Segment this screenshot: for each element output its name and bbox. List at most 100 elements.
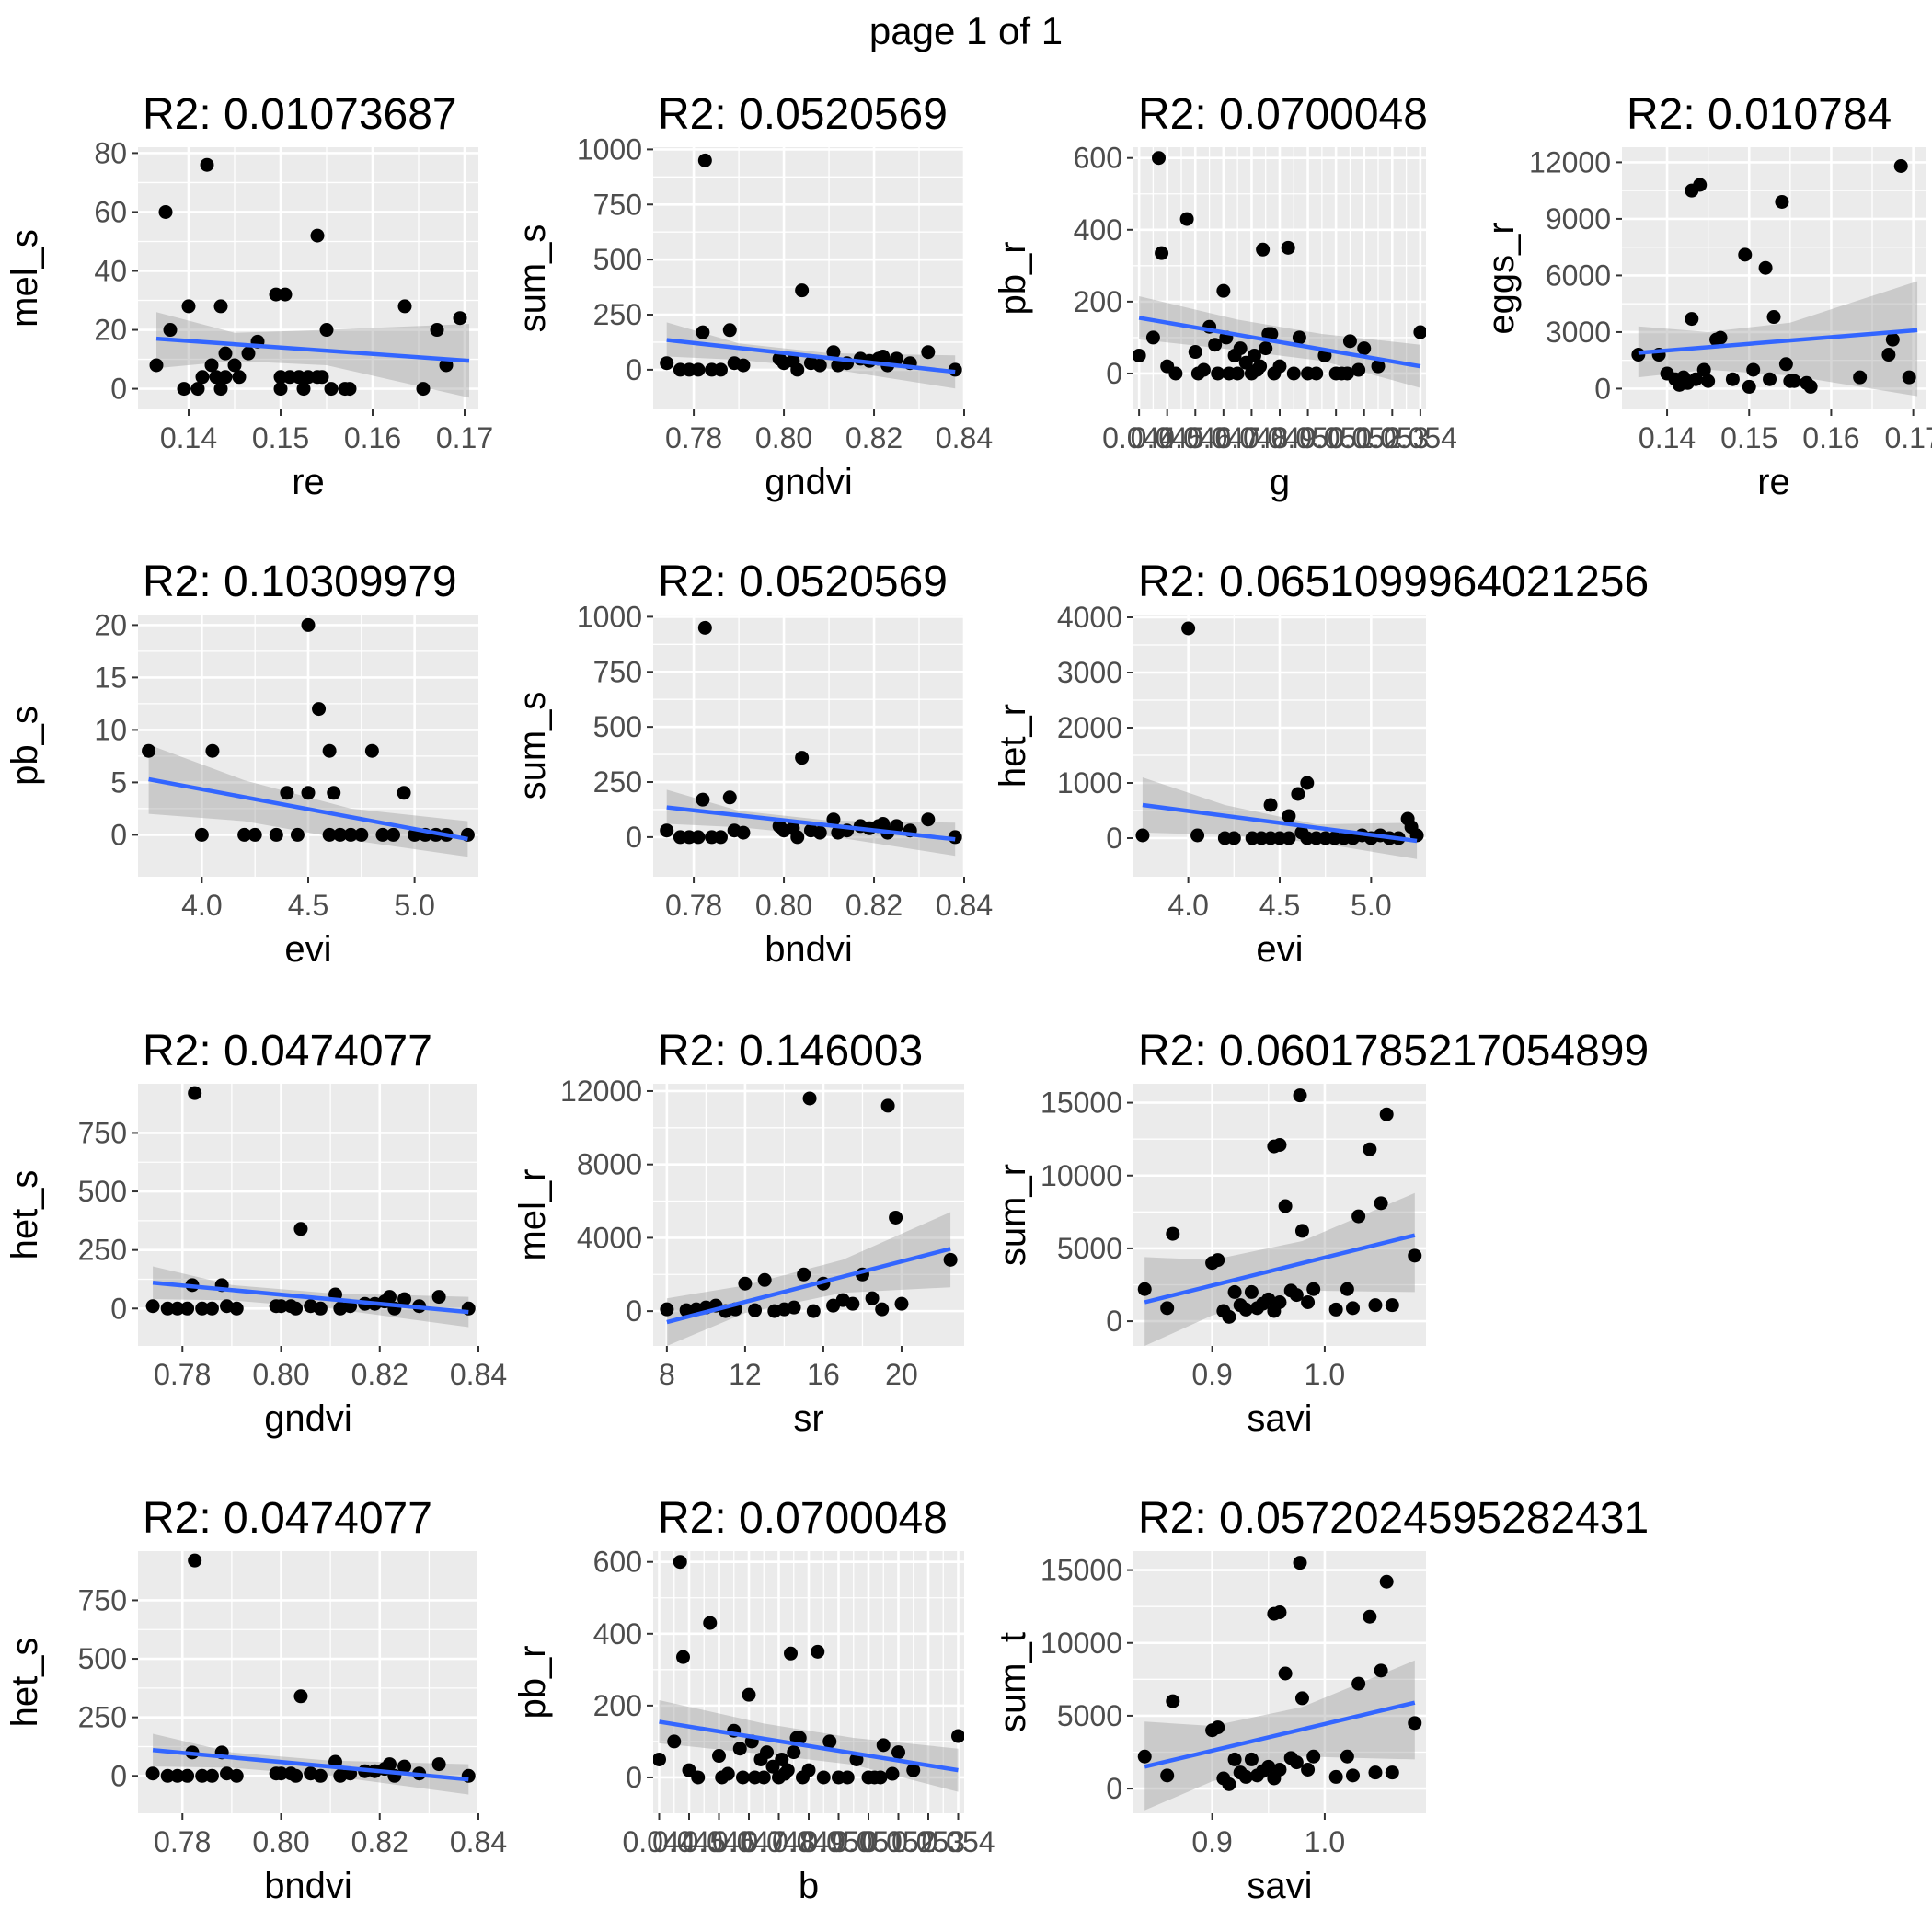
data-point	[343, 827, 358, 842]
data-point	[775, 1752, 789, 1766]
data-point	[1301, 1295, 1316, 1309]
data-point	[795, 751, 810, 765]
y-tick-label: 750	[593, 188, 642, 221]
x-tick-label: 0.15	[252, 421, 309, 454]
data-point	[204, 1301, 219, 1316]
scatter-panel: 0 20 40 60 80 0.14 0.15 0.16 0.17 re mel_s R2: 0.01…	[5, 90, 493, 502]
data-point	[397, 1292, 412, 1306]
data-point	[1413, 325, 1426, 339]
x-tick-label: 0.82	[351, 1358, 408, 1391]
y-tick-label: 0	[110, 373, 127, 406]
data-point	[1775, 194, 1789, 209]
data-point	[1227, 1752, 1242, 1766]
x-tick-label: 0.9	[1191, 1825, 1232, 1858]
data-point	[660, 823, 674, 838]
x-axis-title: re	[292, 462, 325, 502]
data-point	[195, 1301, 210, 1316]
data-point	[1346, 1301, 1360, 1316]
x-tick-label: 4.5	[1259, 889, 1300, 922]
gridlines	[1622, 147, 1926, 409]
y-tick-label: 0	[1594, 372, 1611, 405]
x-tick-label: 0.80	[755, 889, 812, 922]
data-point	[1230, 366, 1245, 381]
fit-line	[152, 1748, 469, 1782]
y-tick-label: 750	[593, 655, 642, 688]
data-point	[213, 382, 228, 397]
y-tick-label: 500	[593, 243, 642, 276]
data-point	[1289, 1288, 1304, 1303]
data-point	[1294, 1691, 1309, 1706]
x-tick-label: 0.17	[1884, 421, 1932, 454]
y-tick-label: 750	[78, 1583, 127, 1616]
y-tick-label: 0	[110, 1759, 127, 1792]
data-point	[811, 1644, 825, 1659]
data-point	[906, 1763, 921, 1777]
data-point	[431, 1757, 446, 1772]
data-point	[181, 299, 196, 314]
data-point	[1294, 1224, 1309, 1238]
data-point	[1379, 1574, 1394, 1589]
y-tick-label: 15000	[1041, 1087, 1122, 1120]
data-point	[691, 830, 706, 845]
y-axis-title: mel_s	[5, 229, 45, 328]
y-tick-label: 600	[593, 1546, 642, 1579]
data-point	[1881, 348, 1896, 362]
data-point	[1166, 1226, 1180, 1241]
data-point	[1272, 1763, 1287, 1777]
fit-line	[152, 1281, 469, 1315]
data-point	[1272, 1295, 1287, 1309]
data-point	[280, 786, 294, 800]
x-tick-label: 0.80	[755, 421, 812, 454]
data-point	[1190, 828, 1205, 843]
y-tick-label: 3000	[1057, 656, 1122, 689]
x-tick-label: 0.049	[772, 1825, 845, 1858]
data-point	[204, 358, 219, 373]
data-point	[722, 790, 737, 805]
data-point	[787, 1300, 801, 1315]
data-point	[691, 1770, 706, 1785]
data-point	[673, 1555, 687, 1570]
x-tick-label: 0.051	[1299, 421, 1373, 454]
y-tick-label: 0	[1106, 357, 1122, 390]
fit-line	[1138, 316, 1421, 369]
data-point	[667, 1734, 682, 1749]
data-point	[324, 382, 339, 397]
y-tick-label: 500	[593, 710, 642, 743]
data-point	[1135, 828, 1150, 843]
panel-title: R2: 0.0520569	[658, 558, 948, 606]
y-tick-label: 9000	[1546, 202, 1611, 236]
data-point	[816, 1770, 831, 1785]
data-point	[653, 1752, 666, 1766]
data-point	[822, 1734, 837, 1749]
data-point	[190, 382, 205, 397]
data-point	[880, 1098, 895, 1113]
panel-title: R2: 0.0601785217054899	[1138, 1027, 1649, 1075]
data-point	[943, 1252, 958, 1267]
data-point	[1152, 151, 1167, 166]
y-tick-label: 3000	[1546, 316, 1611, 349]
data-point	[200, 157, 214, 172]
data-point	[290, 827, 305, 842]
x-tick-label: 0.045	[652, 1825, 726, 1858]
data-point	[397, 786, 411, 800]
y-tick-label: 750	[78, 1116, 127, 1149]
x-tick-label: 0.17	[436, 421, 493, 454]
data-point	[1261, 1759, 1276, 1774]
confidence-band	[156, 312, 469, 398]
y-tick-label: 1000	[1057, 766, 1122, 799]
data-point	[1263, 798, 1278, 812]
data-point	[310, 228, 325, 243]
data-point	[1693, 178, 1708, 192]
data-point	[1763, 372, 1777, 386]
data-point	[1368, 1765, 1383, 1780]
x-tick-label: 1.0	[1305, 1358, 1345, 1391]
data-point	[218, 346, 233, 361]
y-axis-title: mel_r	[512, 1168, 553, 1260]
data-point	[697, 153, 712, 167]
y-axis-title: sum_s	[512, 224, 553, 333]
data-point	[382, 1757, 397, 1772]
x-tick-label: 0.78	[154, 1358, 211, 1391]
scatter-panel: 0 250 500 750 1000 0.78 0.80 0.82 0.84 gndvi sum_s…	[512, 90, 993, 502]
data-point	[296, 382, 311, 397]
